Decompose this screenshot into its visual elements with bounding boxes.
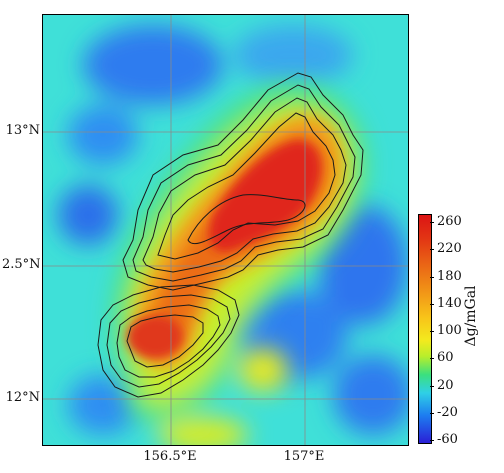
colorbar-tick-mark xyxy=(430,331,434,332)
colorbar-tick-label: 100 xyxy=(437,323,462,338)
colorbar-tick-label: -20 xyxy=(437,404,458,420)
lon-label-157e: 157°E xyxy=(283,449,325,464)
map-canvas xyxy=(43,15,408,445)
lat-label-13n: 13°N xyxy=(5,123,40,138)
colorbar-tick-label: 140 xyxy=(437,295,462,311)
contour-line xyxy=(116,304,221,378)
colorbar-tick-mark xyxy=(430,304,434,305)
colorbar xyxy=(418,214,432,444)
contour-line xyxy=(142,97,347,273)
colorbar-tick-label: -60 xyxy=(437,432,458,447)
contour-line xyxy=(122,72,364,291)
lat-label-2-5n: 2.5°N xyxy=(2,257,41,272)
colorbar-tick-mark xyxy=(430,277,434,278)
contour-line xyxy=(157,112,336,260)
contour-line xyxy=(132,84,356,282)
contour-line xyxy=(97,284,240,398)
depth-contours xyxy=(97,72,364,398)
contour-line xyxy=(187,194,306,245)
colorbar-tick-label: 20 xyxy=(437,377,454,393)
colorbar-title: Δg/mGal xyxy=(463,285,479,347)
colorbar-tick-label: 180 xyxy=(437,268,462,284)
colorbar-tick-mark xyxy=(430,440,434,441)
colorbar-tick-mark xyxy=(430,358,434,359)
graticule xyxy=(43,15,408,445)
colorbar-tick-mark xyxy=(430,222,434,223)
colorbar-tick-mark xyxy=(430,249,434,250)
colorbar-tick-mark xyxy=(430,413,434,414)
contour-line xyxy=(106,294,231,388)
colorbar-tick-label: 60 xyxy=(437,350,454,366)
contour-line xyxy=(126,314,204,368)
colorbar-tick-label: 220 xyxy=(437,241,462,257)
lon-label-156-5e: 156.5°E xyxy=(143,449,197,464)
colorbar-tick-label: 260 xyxy=(437,214,462,229)
gravity-anomaly-map xyxy=(42,14,409,446)
colorbar-tick-mark xyxy=(430,386,434,387)
lat-label-12n: 12°N xyxy=(5,390,40,405)
